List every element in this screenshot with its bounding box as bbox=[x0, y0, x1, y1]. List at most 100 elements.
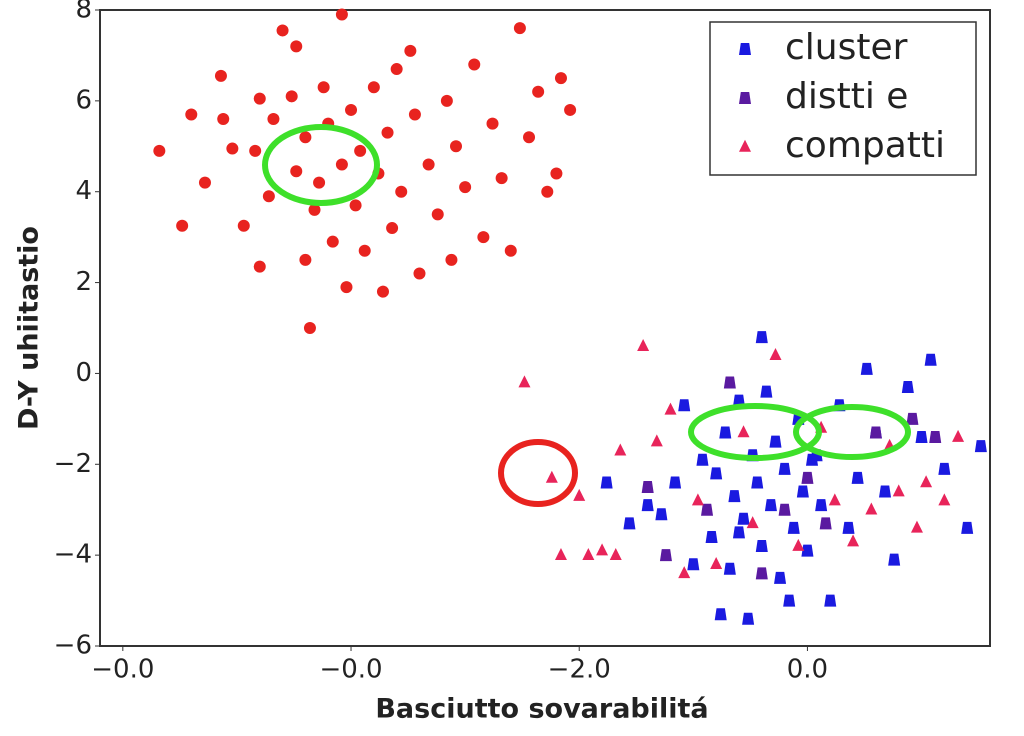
point bbox=[774, 571, 787, 584]
point bbox=[924, 353, 937, 366]
point bbox=[687, 558, 700, 571]
point bbox=[153, 144, 166, 157]
point bbox=[358, 244, 371, 257]
point bbox=[390, 63, 403, 76]
point bbox=[641, 481, 654, 493]
point bbox=[262, 190, 275, 203]
point bbox=[614, 443, 627, 456]
point bbox=[345, 103, 358, 116]
highlight-ellipse bbox=[498, 439, 578, 507]
point bbox=[440, 94, 453, 107]
point bbox=[299, 131, 312, 144]
legend-marker bbox=[739, 139, 751, 152]
point bbox=[819, 517, 832, 530]
legend-label: cluster bbox=[785, 27, 908, 68]
y-tick-label: −4 bbox=[54, 540, 92, 570]
point bbox=[600, 476, 613, 489]
point bbox=[746, 516, 759, 529]
point bbox=[176, 219, 189, 232]
point bbox=[847, 534, 860, 547]
point bbox=[253, 260, 266, 273]
point bbox=[723, 376, 736, 389]
point bbox=[815, 499, 828, 512]
point bbox=[477, 231, 490, 244]
point bbox=[290, 165, 303, 178]
point bbox=[906, 412, 919, 425]
point bbox=[541, 185, 554, 198]
point bbox=[459, 181, 472, 194]
point bbox=[778, 462, 791, 475]
point bbox=[938, 493, 951, 506]
point bbox=[659, 549, 672, 562]
point bbox=[486, 117, 499, 130]
legend-box bbox=[709, 21, 977, 176]
point bbox=[755, 540, 768, 553]
point bbox=[796, 485, 809, 498]
point bbox=[596, 543, 609, 556]
y-tick-label: 8 bbox=[75, 0, 92, 25]
point bbox=[728, 490, 741, 503]
point bbox=[696, 453, 709, 466]
point bbox=[961, 521, 974, 534]
point bbox=[792, 538, 805, 551]
point bbox=[655, 508, 668, 521]
point bbox=[737, 512, 750, 525]
point bbox=[901, 381, 914, 394]
point bbox=[349, 199, 362, 212]
point bbox=[742, 612, 755, 625]
point bbox=[408, 108, 421, 121]
plot-frame bbox=[99, 9, 991, 647]
point bbox=[842, 521, 855, 534]
point bbox=[532, 85, 545, 98]
point bbox=[787, 521, 800, 534]
point bbox=[623, 517, 636, 530]
point bbox=[217, 113, 230, 126]
point bbox=[445, 253, 458, 266]
point bbox=[450, 140, 462, 153]
point bbox=[828, 493, 841, 506]
y-axis-label: D-Y uhiitastio bbox=[14, 226, 45, 430]
point bbox=[276, 24, 289, 37]
point bbox=[778, 503, 791, 516]
point bbox=[564, 103, 577, 116]
point bbox=[892, 484, 905, 497]
point bbox=[801, 471, 814, 484]
point bbox=[376, 285, 389, 298]
point bbox=[678, 399, 691, 412]
point bbox=[714, 608, 727, 621]
y-tick-label: 2 bbox=[75, 267, 92, 297]
y-tick-label: −2 bbox=[54, 449, 92, 479]
point bbox=[869, 426, 882, 439]
y-tick-label: 4 bbox=[75, 176, 92, 206]
point bbox=[554, 547, 567, 560]
point bbox=[381, 126, 394, 139]
point bbox=[879, 485, 892, 498]
point bbox=[313, 176, 326, 189]
point bbox=[513, 22, 526, 35]
point bbox=[573, 488, 586, 501]
point bbox=[326, 235, 339, 248]
point bbox=[769, 435, 782, 448]
point bbox=[737, 425, 750, 438]
point bbox=[888, 553, 901, 566]
legend-marker bbox=[739, 43, 751, 55]
point bbox=[664, 402, 677, 415]
point bbox=[710, 467, 723, 480]
point bbox=[554, 72, 567, 85]
point bbox=[354, 144, 367, 157]
point bbox=[801, 544, 814, 557]
point bbox=[545, 470, 558, 483]
point bbox=[764, 499, 777, 512]
point bbox=[386, 222, 399, 235]
point bbox=[185, 108, 198, 121]
point bbox=[237, 219, 250, 232]
legend-label: compatti bbox=[785, 125, 945, 166]
point bbox=[915, 431, 928, 444]
point bbox=[732, 526, 745, 539]
x-tick-label: 0.0 bbox=[787, 655, 828, 685]
point bbox=[641, 499, 654, 512]
point bbox=[335, 8, 348, 21]
point bbox=[691, 493, 704, 506]
point bbox=[308, 203, 321, 216]
